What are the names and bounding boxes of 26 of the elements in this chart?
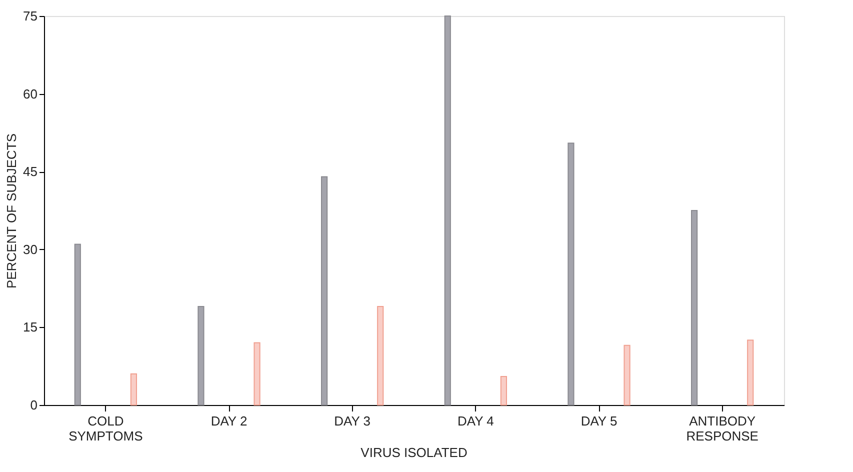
y-axis-title: PERCENT OF SUBJECTS (4, 133, 20, 289)
y-tick-label: 0 (30, 398, 38, 412)
bar (321, 176, 328, 406)
bar (500, 376, 507, 406)
x-tick-label: COLD SYMPTOMS (68, 414, 144, 444)
bar (691, 210, 698, 406)
text: VIRUS ISOLATED (360, 445, 468, 460)
x-tick-label: DAY 4 (457, 414, 494, 428)
x-tick-label: DAY 2 (210, 414, 248, 428)
x-tick-label: ANTIBODY RESPONSE (686, 414, 759, 444)
bar (198, 306, 204, 406)
x-tick-label: DAY 5 (580, 414, 618, 428)
bar (747, 340, 754, 406)
y-tick-label: 60 (23, 86, 38, 102)
y-tick-label: 75 (23, 8, 38, 24)
y-tick-label: 45 (23, 164, 38, 180)
x-tick-label: DAY 3 (334, 414, 371, 428)
bar (624, 344, 630, 406)
y-tick-label: 15 (23, 320, 38, 335)
bar (130, 373, 137, 406)
bar (568, 142, 574, 406)
bar (377, 306, 384, 406)
bar (444, 16, 451, 406)
y-tick-label: 30 (23, 242, 38, 257)
bar (254, 342, 260, 406)
bar (74, 244, 81, 406)
